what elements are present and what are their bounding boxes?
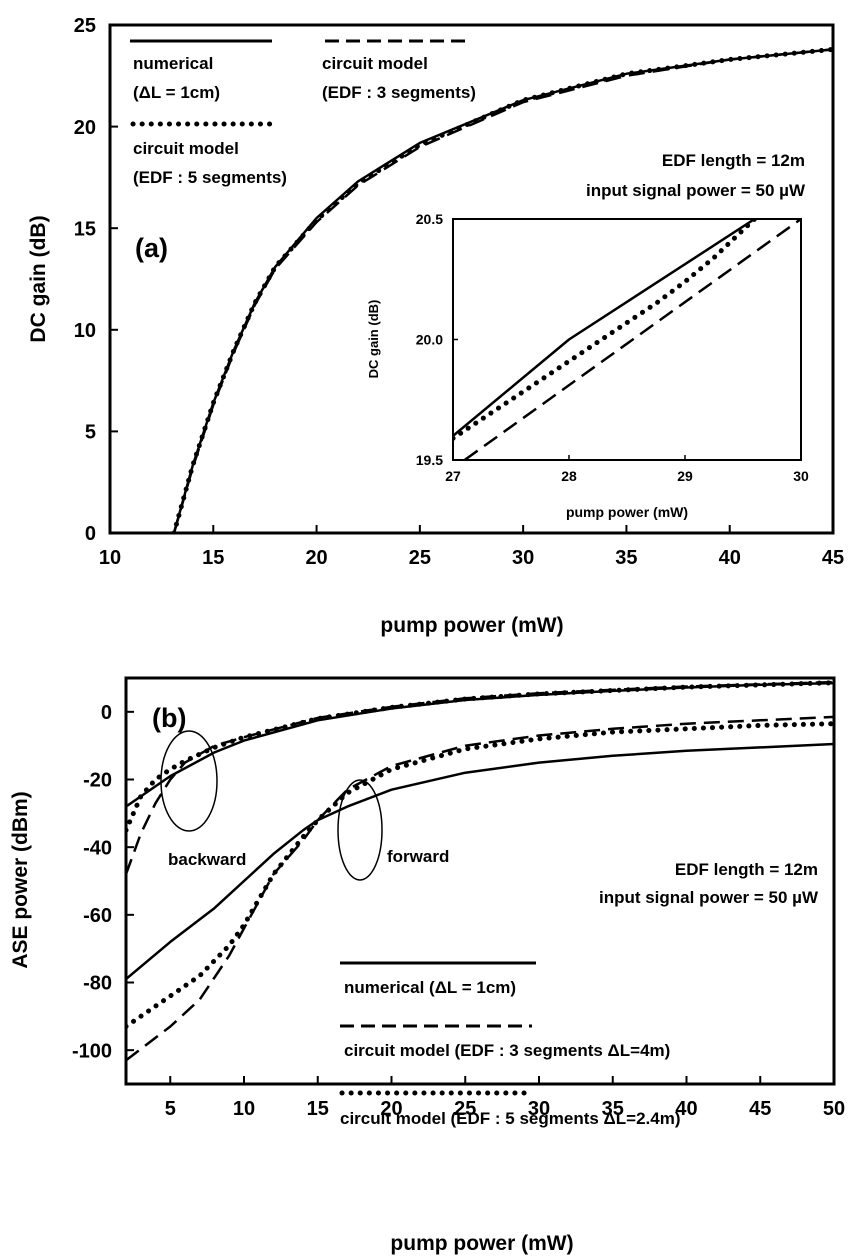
legend-a-dotted-line2: (EDF : 5 segments) (133, 168, 287, 187)
chart-a-ylabel: DC gain (dB) (27, 215, 50, 342)
chart-a-ytick-label: 5 (85, 422, 96, 444)
chart-b-xtick-label: 15 (307, 1098, 329, 1120)
chart-a-series-dotted (171, 46, 833, 533)
chart-b-legend: numerical (ΔL = 1cm) circuit model (EDF … (339, 961, 681, 1128)
inset-ylabel: DC gain (dB) (366, 300, 381, 379)
legend-a-dotted-line1: circuit model (133, 139, 239, 158)
inset-xtick-label: 27 (445, 468, 461, 484)
chart-b-series-backward-dashed (126, 680, 834, 875)
chart-b-ytick-label: -60 (83, 905, 112, 927)
inset-ytick-label: 20.0 (416, 332, 443, 348)
chart-a-ytick-label: 15 (74, 218, 96, 240)
chart-b-ytick-label: -100 (72, 1040, 112, 1062)
chart-a-xlabel: pump power (mW) (380, 614, 563, 637)
inset-series-solid (453, 219, 756, 437)
chart-a-frame (108, 23, 835, 535)
inset-xtick-label: 29 (677, 468, 693, 484)
chart-a-ytick-label: 0 (85, 523, 96, 545)
legend-a-dashed-line1: circuit model (322, 54, 428, 73)
chart-b-xtick-label: 5 (165, 1098, 176, 1120)
chart-a-legend: numerical (ΔL = 1cm) circuit model (EDF … (130, 39, 476, 187)
chart-b-xtick-label: 35 (602, 1098, 624, 1120)
chart-b-ytick-label: -20 (83, 770, 112, 792)
forward-marker-ellipse (337, 779, 383, 881)
inset-xlabel: pump power (mW) (566, 504, 688, 520)
chart-b: 5 10 15 20 25 30 35 40 45 50 0 -20 -40 -60 -80 -100 ASE… (9, 676, 845, 1255)
chart-b-ytick-label: -40 (83, 837, 112, 859)
chart-a-ytick-label: 10 (74, 320, 96, 342)
chart-b-xtick-label: 25 (454, 1098, 476, 1120)
chart-b-series-forward-dashed (126, 715, 834, 1062)
chart-a-ytick-label: 20 (74, 117, 96, 139)
chart-b-series-forward-solid (126, 742, 834, 981)
chart-a-xtick-label: 10 (99, 547, 121, 569)
chart-a-annotation-length: EDF length = 12m (662, 151, 805, 170)
chart-b-xtick-label: 50 (823, 1098, 845, 1120)
chart-a-xtick-label: 30 (512, 547, 534, 569)
chart-b-xtick-label: 40 (675, 1098, 697, 1120)
backward-label: backward (168, 850, 246, 869)
chart-a-xtick-label: 40 (719, 547, 741, 569)
chart-a-xtick-label: 35 (615, 547, 637, 569)
chart-a-ytick-label: 25 (74, 15, 96, 37)
legend-a-dashed-line2: (EDF : 3 segments) (322, 83, 476, 102)
chart-b-xtick-label: 30 (528, 1098, 550, 1120)
chart-a-inset: 27 28 29 30 19.5 20.0 20.5 DC gain (dB) pump p… (366, 211, 809, 520)
chart-a-xtick-label: 45 (822, 547, 844, 569)
chart-b-ytick-label: -80 (83, 973, 112, 995)
chart-b-xtick-label: 20 (380, 1098, 402, 1120)
chart-a-annotation-power: input signal power = 50 µW (586, 181, 806, 200)
chart-a-panel-label: (a) (135, 233, 168, 263)
chart-a-xtick-label: 25 (409, 547, 431, 569)
legend-a-solid-line2: (ΔL = 1cm) (133, 83, 220, 102)
chart-b-ylabel: ASE power (dBm) (9, 791, 32, 968)
chart-b-annotation-power: input signal power = 50 µW (599, 888, 819, 907)
chart-b-xlabel: pump power (mW) (390, 1232, 573, 1255)
chart-b-ytick-label: 0 (101, 702, 112, 724)
inset-series-dashed (463, 219, 801, 460)
inset-ytick-label: 19.5 (416, 452, 443, 468)
chart-a-xtick-label: 20 (305, 547, 327, 569)
legend-b-solid-label: numerical (ΔL = 1cm) (344, 978, 516, 997)
chart-b-panel-label: (b) (152, 703, 186, 733)
inset-ytick-label: 20.5 (416, 211, 443, 227)
chart-b-frame (124, 676, 836, 1086)
chart-b-xtick-label: 45 (749, 1098, 771, 1120)
inset-series-dotted (453, 219, 758, 441)
chart-a-xtick-label: 15 (202, 547, 224, 569)
inset-xtick-label: 28 (561, 468, 577, 484)
legend-b-dashed-label: circuit model (EDF : 3 segments ΔL=4m) (344, 1041, 670, 1060)
legend-b-dotted-label: circuit model (EDF : 5 segments ΔL=2.4m) (340, 1109, 681, 1128)
chart-b-series-backward-dotted (126, 680, 834, 833)
inset-xtick-label: 30 (793, 468, 809, 484)
forward-label: forward (387, 847, 449, 866)
chart-b-annotation-length: EDF length = 12m (675, 860, 818, 879)
legend-a-solid-line1: numerical (133, 54, 213, 73)
chart-b-xtick-label: 10 (233, 1098, 255, 1120)
chart-b-series-forward-dotted (126, 721, 834, 1029)
backward-marker-ellipse (160, 730, 218, 832)
